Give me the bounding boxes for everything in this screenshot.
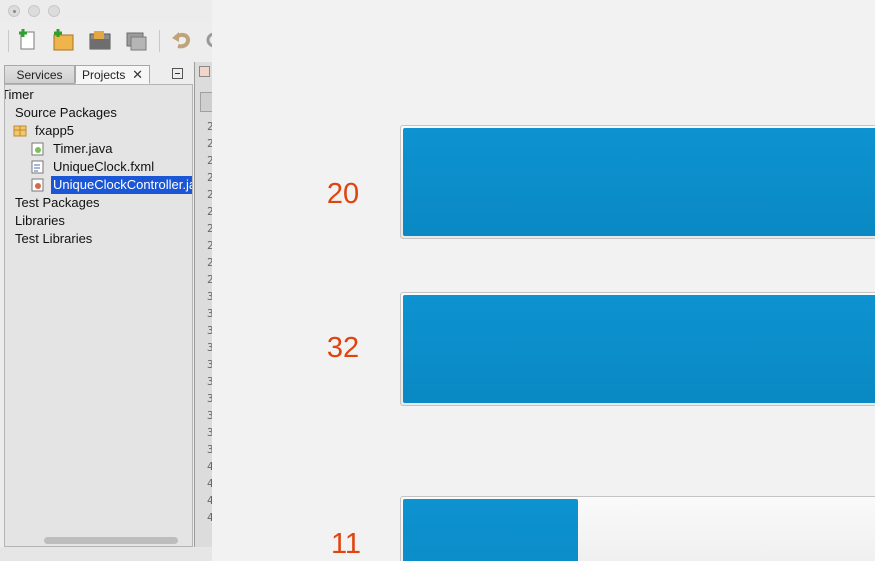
- tree-node-label: fxapp5: [35, 123, 75, 138]
- new-file-icon[interactable]: [16, 28, 40, 52]
- fxml-file-icon: [31, 160, 45, 174]
- undo-icon[interactable]: [170, 28, 194, 52]
- progress-bar: [400, 496, 875, 561]
- package-icon: [13, 124, 27, 138]
- line-number: 2: [207, 256, 212, 269]
- progress-bar-fill: [403, 295, 875, 403]
- line-number: 3: [207, 324, 212, 337]
- line-number: 2: [207, 205, 212, 218]
- minimize-panel-button[interactable]: [172, 68, 183, 79]
- ide-status-area: [0, 547, 212, 561]
- tree-node-package[interactable]: fxapp5: [9, 122, 76, 140]
- line-number: 2: [207, 120, 212, 133]
- line-number: 2: [207, 239, 212, 252]
- toolbar-separator: [8, 30, 9, 52]
- line-number: 3: [207, 392, 212, 405]
- line-number: 4: [207, 460, 212, 473]
- ide-panel-tabs: Services Projects ✕: [4, 65, 194, 84]
- tree-node-source-packages[interactable]: Source Packages: [13, 104, 119, 122]
- line-number: 3: [207, 341, 212, 354]
- close-icon[interactable]: ✕: [132, 67, 143, 82]
- tree-node-test-packages[interactable]: Test Packages: [13, 194, 102, 212]
- editor-tab-icon[interactable]: [199, 66, 210, 77]
- progress-bar-fill: [403, 128, 875, 236]
- progress-bar: [400, 125, 875, 239]
- toolbar-separator: [159, 30, 160, 52]
- line-number: 2: [207, 188, 212, 201]
- line-number: 2: [207, 154, 212, 167]
- tree-node-label: UniqueClockController.java: [51, 176, 192, 194]
- editor-toolbar-box: [200, 92, 212, 112]
- line-number: 3: [207, 375, 212, 388]
- tree-node-label: Test Packages: [15, 195, 100, 210]
- tab-label: Projects: [82, 68, 126, 82]
- tree-node-project[interactable]: Timer: [4, 86, 36, 104]
- line-number: 2: [207, 137, 212, 150]
- tab-services[interactable]: Services: [4, 65, 75, 84]
- tree-node-file[interactable]: Timer.java: [29, 140, 114, 158]
- tree-node-test-libraries[interactable]: Test Libraries: [13, 230, 94, 248]
- line-number: 2: [207, 273, 212, 286]
- window-minimize-button[interactable]: [28, 5, 40, 17]
- projects-tree: Timer Source Packages fxapp5 Timer.java …: [4, 84, 193, 547]
- line-number: 3: [207, 290, 212, 303]
- new-project-icon[interactable]: [51, 28, 75, 52]
- line-number: 4: [207, 494, 212, 507]
- line-number: 3: [207, 409, 212, 422]
- line-number: 3: [207, 443, 212, 456]
- tree-node-label: Libraries: [15, 213, 65, 228]
- line-number: 3: [207, 358, 212, 371]
- tab-label: Services: [16, 68, 63, 82]
- tree-node-libraries[interactable]: Libraries: [13, 212, 67, 230]
- ide-toolbar: [0, 22, 212, 62]
- java-controller-icon: [31, 178, 45, 192]
- counter-value: 11: [330, 528, 362, 560]
- line-number: 4: [207, 477, 212, 490]
- editor-gutter: 2 2 2 2 2 2 2 2 2 2 3 3 3 3 3 3 3 3 3 3 4 4 4 4: [194, 62, 212, 561]
- tree-node-label: UniqueClock.fxml: [53, 159, 155, 174]
- tab-projects[interactable]: Projects ✕: [75, 65, 150, 84]
- line-number: 3: [207, 426, 212, 439]
- progress-bar: [400, 292, 875, 406]
- clock-app-window: 20 32 11: [212, 0, 875, 561]
- redo-icon[interactable]: [206, 28, 212, 52]
- counter-value: 20: [326, 178, 360, 210]
- line-number: 3: [207, 307, 212, 320]
- open-project-icon[interactable]: [88, 28, 112, 52]
- tree-node-label: Source Packages: [15, 105, 117, 120]
- line-number: 2: [207, 171, 212, 184]
- line-number: 2: [207, 222, 212, 235]
- window-zoom-button[interactable]: [48, 5, 60, 17]
- tree-node-label: Timer.java: [53, 141, 113, 156]
- progress-bar-fill: [403, 499, 579, 561]
- horizontal-scrollbar[interactable]: [44, 537, 178, 544]
- ide-window: Services Projects ✕ Timer Source Package…: [0, 0, 212, 561]
- line-number: 4: [207, 511, 212, 524]
- ide-title-bar: [0, 0, 212, 22]
- tree-node-label: Test Libraries: [15, 231, 93, 246]
- counter-value: 32: [326, 332, 360, 364]
- tree-node-file[interactable]: UniqueClock.fxml: [29, 158, 156, 176]
- tree-node-label: Timer: [4, 87, 34, 102]
- tree-node-file[interactable]: UniqueClockController.java: [29, 176, 192, 194]
- save-all-icon[interactable]: [124, 28, 148, 52]
- java-class-icon: [31, 142, 45, 156]
- window-close-button[interactable]: [8, 5, 20, 17]
